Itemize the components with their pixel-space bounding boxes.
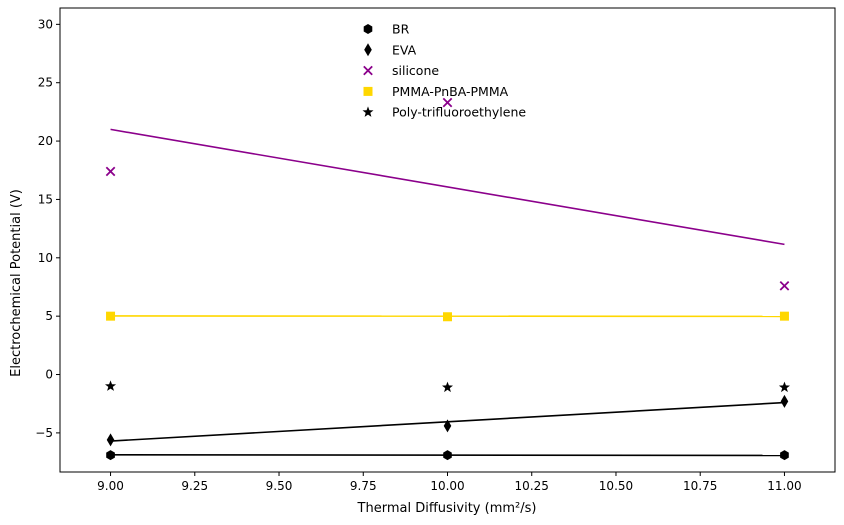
data-point-silicone (779, 280, 790, 291)
data-point-br (780, 450, 789, 461)
y-tick-label: 5 (45, 309, 53, 323)
data-point-pmma-pnba-pmma (443, 312, 452, 322)
y-tick-label: 30 (38, 17, 53, 31)
x-tick-label: 11.00 (767, 479, 801, 493)
x-tick-label: 10.50 (599, 479, 633, 493)
y-tick-label: −5 (35, 426, 53, 440)
x-tick-label: 9.25 (181, 479, 208, 493)
data-point-br (443, 450, 452, 461)
x-tick-label: 10.25 (515, 479, 549, 493)
legend-marker-pmma-pnba-pmma (363, 86, 373, 96)
y-tick-label: 0 (45, 368, 53, 382)
data-point-eva (106, 433, 115, 447)
y-tick-label: 20 (38, 134, 53, 148)
legend-marker-poly-trifluoroethylene (362, 106, 374, 117)
x-tick-label: 9.75 (350, 479, 377, 493)
data-point-poly-trifluoroethylene (442, 381, 453, 393)
data-point-poly-trifluoroethylene (778, 381, 790, 393)
x-tick-label: 9.00 (97, 479, 124, 493)
y-tick-label: 10 (38, 251, 53, 265)
data-markers (105, 97, 790, 461)
data-point-br (106, 450, 115, 461)
x-axis-ticks: 9.00 9.25 9.50 9.75 10.00 10.25 10.50 10.75 11.0… (97, 472, 802, 493)
legend-label-eva: EVA (392, 42, 417, 57)
x-tick-label: 9.50 (266, 479, 293, 493)
x-axis-label: Thermal Diffusivity (mm²/s) (357, 501, 537, 516)
y-axis-label: Electrochemical Potential (V) (9, 189, 24, 377)
data-point-silicone (105, 166, 116, 177)
legend-marker-br (363, 24, 373, 34)
legend-label-poly-trifluoroethylene: Poly-trifluoroethylene (392, 105, 526, 120)
legend-label-pmma-pnba-pmma: PMMA-PnBA-PMMA (392, 84, 509, 99)
x-tick-label: 10.75 (683, 479, 717, 493)
legend-label-silicone: silicone (392, 63, 439, 78)
data-point-poly-trifluoroethylene (105, 380, 117, 391)
plot-area (59, 7, 836, 473)
data-point-pmma-pnba-pmma (779, 311, 789, 321)
legend: BR EVA silicone PMMA-PnBA-PMMA Poly-trifluor… (362, 22, 526, 120)
fit-line-silicone (110, 128, 785, 246)
legend-marker-silicone (363, 65, 373, 76)
plot-frame (59, 7, 836, 473)
legend-marker-eva (364, 43, 372, 57)
data-point-silicone (442, 97, 453, 108)
data-point-pmma-pnba-pmma (106, 311, 116, 321)
data-point-eva (443, 419, 452, 433)
y-tick-label: 25 (38, 76, 53, 90)
y-axis-ticks: −5 0 5 10 15 20 25 30 (35, 17, 60, 440)
data-point-eva (780, 394, 789, 408)
legend-label-br: BR (392, 22, 410, 37)
y-tick-label: 15 (38, 192, 53, 206)
fit-lines (110, 128, 785, 457)
x-tick-label: 10.00 (430, 479, 464, 493)
